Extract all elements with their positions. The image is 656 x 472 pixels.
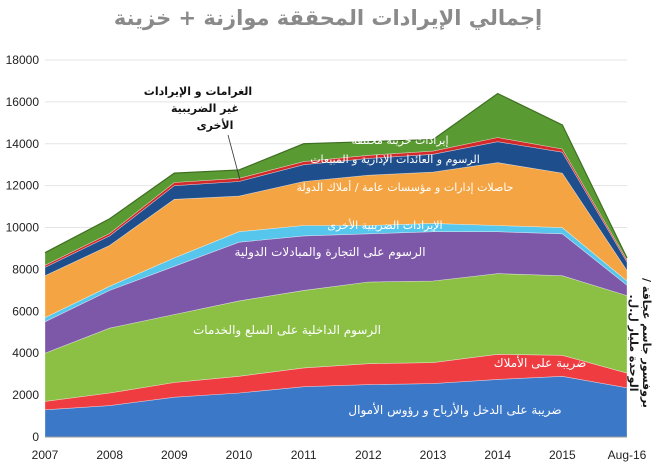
x-tick-label: 2010	[226, 448, 253, 462]
annotation-label: الرسوم الداخلية على السلع والخدمات	[193, 323, 381, 338]
annotation-label: الرسوم و العائدات الإدارية و المبيعات	[310, 153, 480, 166]
annotation-label: الغرامات و الإيرادات	[144, 85, 252, 98]
unit-note: بروفسور جاسم عجاقة / الوحدة مليار ل.ل.	[627, 278, 653, 408]
x-tick-label: 2009	[161, 448, 188, 462]
top-outline	[44, 92, 628, 259]
y-tick-label: 16000	[6, 95, 40, 109]
annotation-label: الإيرادات الضريبية الأخرى	[327, 218, 442, 232]
y-tick-label: 12000	[6, 179, 40, 193]
y-tick-label: 18000	[6, 53, 40, 67]
annotation-label: الرسوم على التجارة والمبادلات الدولية	[234, 245, 425, 260]
x-tick-label: 2008	[96, 448, 123, 462]
annotation-label: ضريبة على الدخل والأرباح و رؤوس الأموال	[348, 402, 561, 418]
annotation-label: إيرادات خزينة مختلفة	[351, 134, 448, 147]
annotation-label: الأخرى	[197, 118, 234, 132]
y-tick-label: 10000	[6, 221, 40, 235]
annotation-label: غير الضريبية	[171, 102, 239, 115]
y-tick-label: 14000	[6, 137, 40, 151]
y-tick-label: 2000	[12, 388, 39, 402]
x-tick-label: 2011	[291, 448, 317, 462]
y-tick-label: 4000	[12, 346, 39, 360]
axis-layer: 0 2000 4000 6000 8000 10000 12000 14000 16000 180…	[6, 53, 647, 462]
y-tick-label: 6000	[12, 304, 39, 318]
y-tick-label: 0	[32, 430, 39, 444]
x-tick-label: 2012	[355, 448, 382, 462]
chart-title: إجمالي الإيرادات المحققة موازنة + خزينة	[113, 6, 543, 30]
annotation-label: ضريبة على الأملاك	[494, 355, 587, 371]
x-tick-label: 2015	[549, 448, 576, 462]
x-tick-label: 2014	[484, 448, 511, 462]
x-tick-label: 2007	[32, 448, 59, 462]
annotation-leader-line	[227, 134, 241, 181]
x-tick-label: Aug-16	[608, 448, 647, 462]
annotation-label: حاصلات إدارات و مؤسسات عامة / أملاك الدو…	[297, 180, 514, 194]
x-tick-label: 2013	[420, 448, 447, 462]
y-tick-label: 8000	[12, 262, 39, 276]
area-layer	[44, 92, 628, 438]
label-layer: ضريبة على الدخل والأرباح و رؤوس الأموال ض…	[144, 85, 587, 418]
